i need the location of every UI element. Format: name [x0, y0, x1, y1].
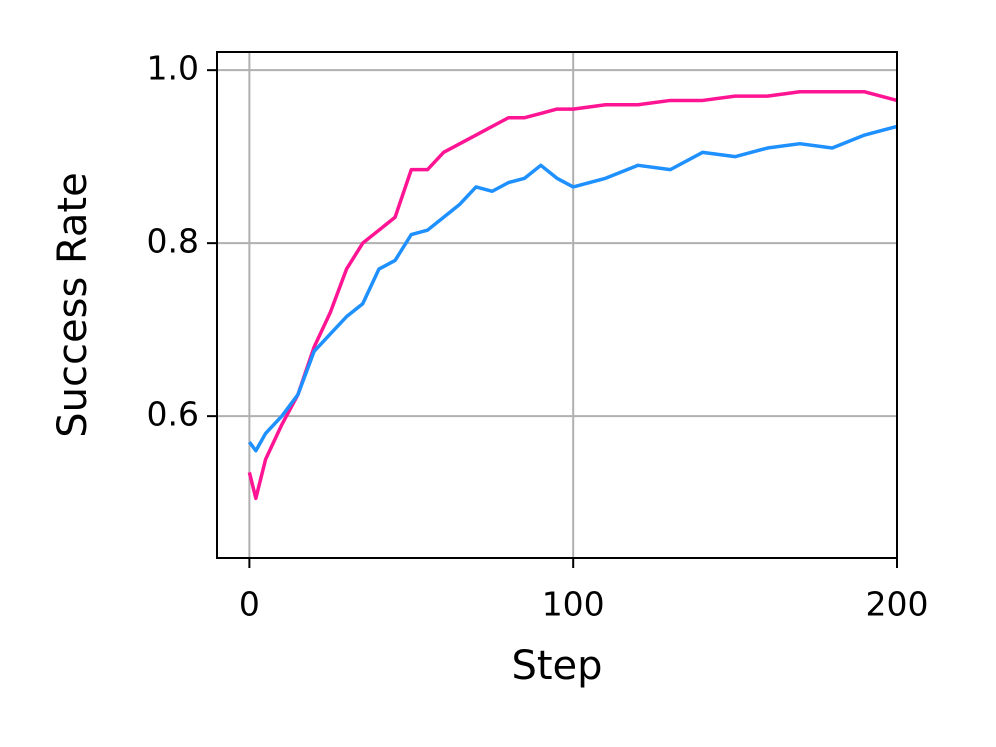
y-tick-label: 1.0 [147, 49, 199, 88]
y-tick-label: 0.8 [147, 222, 199, 261]
x-tick-label: 100 [542, 585, 605, 624]
series-line [247, 90, 898, 501]
series-line [247, 124, 898, 453]
x-tick-label: 0 [239, 585, 260, 624]
x-axis-label: Step [511, 643, 602, 689]
y-tick-label: 0.6 [147, 395, 199, 434]
y-axis-label: Success Rate [50, 172, 96, 437]
x-tick-label: 200 [866, 585, 929, 624]
plot-frame [216, 51, 898, 559]
